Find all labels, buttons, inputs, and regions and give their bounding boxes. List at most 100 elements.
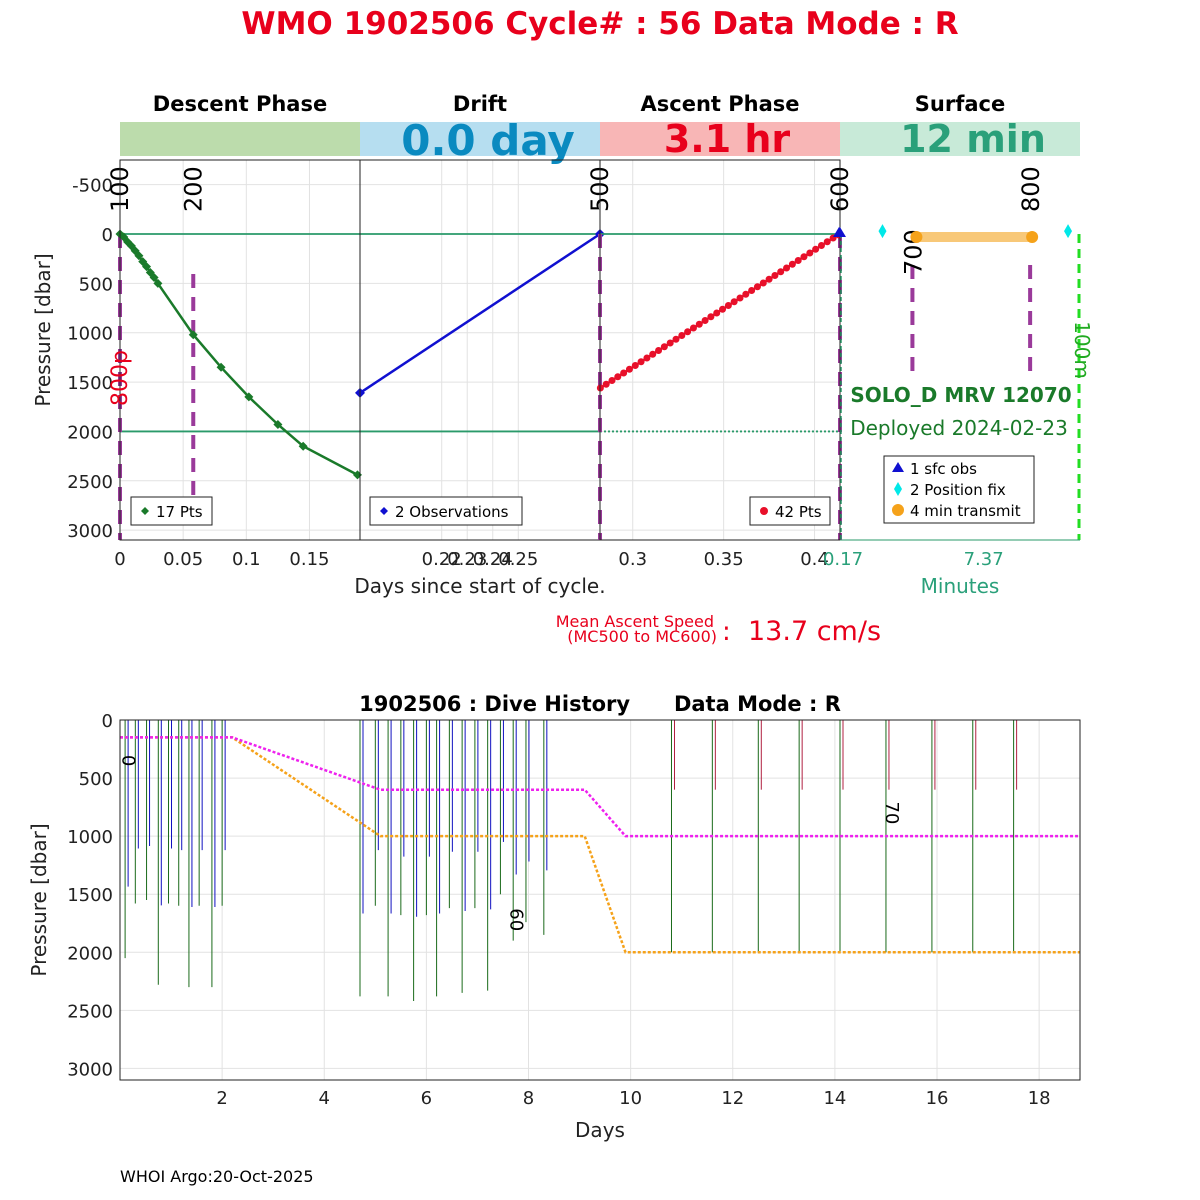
ascent-point <box>800 253 808 261</box>
history-x-tick-label: 6 <box>421 1088 432 1109</box>
ascent-point <box>602 380 610 388</box>
ascent-point <box>672 335 680 343</box>
descent-x-tick-label: 0.05 <box>163 549 203 570</box>
position-fix-marker <box>1064 224 1073 239</box>
drift-series-line <box>359 232 601 394</box>
surface-legend-fix-marker <box>894 482 902 496</box>
float-name: SOLO_D MRV 12070 <box>850 383 1071 407</box>
descent-point <box>216 362 226 372</box>
ascent-frame <box>599 159 841 541</box>
drift-x-tick-label: 0.24 <box>473 549 513 570</box>
ascent-point <box>736 294 744 302</box>
surface-obs-marker <box>834 227 846 238</box>
ascent-point <box>759 279 767 287</box>
descent-point <box>244 392 254 402</box>
descent-legend-label: 17 Pts <box>156 503 203 521</box>
surface-legend-label: 4 min transmit <box>910 502 1021 520</box>
ascent-point <box>753 283 761 291</box>
descent-point <box>352 470 362 480</box>
ascent-point <box>649 350 657 358</box>
descent-x-tick-label: 0.1 <box>232 549 261 570</box>
ascent-point <box>771 271 779 279</box>
ascent-point <box>689 324 697 332</box>
surface-legend-label: 2 Position fix <box>910 481 1006 499</box>
history-x-tick-label: 14 <box>823 1088 846 1109</box>
transmit-marker <box>1026 230 1039 243</box>
top-y-tick-label: -500 <box>72 176 113 197</box>
top-x-axis-label: Days since start of cycle. <box>354 574 605 598</box>
descent-series-line <box>119 233 359 477</box>
phase-band-surface <box>840 122 1080 156</box>
ascent-point <box>666 339 674 347</box>
ascent-point <box>655 346 663 354</box>
ascent-point <box>806 249 814 257</box>
ascent-point <box>724 301 732 309</box>
park-pressure-line <box>120 736 1080 838</box>
top-y-tick-label: 3000 <box>67 521 113 542</box>
ascent-point <box>783 264 791 272</box>
drift-x-tick-label: 0.23 <box>447 549 487 570</box>
surface-x-tick-label: 7.37 <box>964 549 1004 570</box>
ascent-point <box>823 238 831 246</box>
profile-pressure-line <box>120 736 1080 954</box>
ascent-point <box>643 354 651 362</box>
history-y-tick-label: 1500 <box>67 885 113 906</box>
history-y-tick-label: 1000 <box>67 827 113 848</box>
history-x-tick-label: 12 <box>721 1088 744 1109</box>
ascent-point <box>719 305 727 313</box>
history-y-tick-label: 2500 <box>67 1001 113 1022</box>
mean-ascent-colon: : <box>722 617 731 647</box>
descent-frame <box>119 159 361 541</box>
history-cycle-label: 60 <box>506 908 527 931</box>
marker-100m: 100m <box>1070 321 1094 379</box>
ascent-point <box>730 298 738 306</box>
top-y-tick-label: 2500 <box>67 472 113 493</box>
phase-title-drift: Drift <box>453 92 507 116</box>
ascent-point <box>788 260 796 268</box>
ascent-point <box>765 275 773 283</box>
top-y-tick-label: 1000 <box>67 324 113 345</box>
surface-legend-box <box>883 455 1035 524</box>
history-x-tick-label: 8 <box>523 1088 534 1109</box>
drift-legend-label: 2 Observations <box>395 503 509 521</box>
surface-milestone-label: 800 <box>1017 166 1045 212</box>
descent-point <box>149 272 159 282</box>
drift-x-tick-label: 0.25 <box>498 549 538 570</box>
ascent-point <box>625 365 633 373</box>
phase-value-surface: 12 min <box>900 117 1046 161</box>
history-frame <box>119 719 1081 1081</box>
descent-legend-marker <box>141 507 149 515</box>
phase-band-descent <box>120 122 360 156</box>
marker-800p: 800p <box>108 350 133 406</box>
history-x-tick-label: 4 <box>319 1088 330 1109</box>
top-y-tick-label: 0 <box>102 225 113 246</box>
descent-milestone-label: 200 <box>179 166 207 212</box>
phase-band-drift <box>360 122 600 156</box>
history-y-tick-label: 2000 <box>67 943 113 964</box>
ascent-point <box>695 320 703 328</box>
transmit-marker <box>910 230 923 243</box>
phase-value-ascent: 3.1 hr <box>664 117 791 161</box>
ascent-point <box>713 309 721 317</box>
ascent-point <box>777 268 785 276</box>
ascent-point <box>608 376 616 384</box>
history-x-tick-label: 16 <box>926 1088 949 1109</box>
ascent-legend-marker <box>760 507 768 515</box>
top-y-axis-label: Pressure [dbar] <box>31 253 55 406</box>
descent-point <box>188 330 198 340</box>
descent-x-tick-label: 0 <box>114 549 125 570</box>
ascent-point <box>614 373 622 381</box>
surface-legend-sfc-marker <box>892 462 904 472</box>
drift-frame <box>359 159 601 541</box>
history-x-tick-label: 10 <box>619 1088 642 1109</box>
drift-panel: 0.220.230.240.25 2 Observations <box>355 159 605 570</box>
drift-legend-box <box>369 496 523 526</box>
top-y-tick-label: 500 <box>79 274 113 295</box>
ascent-legend-label: 42 Pts <box>775 503 822 521</box>
phase-value-drift: 0.0 day <box>401 116 575 165</box>
phase-title-surface: Surface <box>915 92 1005 116</box>
surface-x-tick-label: 0.17 <box>823 549 863 570</box>
